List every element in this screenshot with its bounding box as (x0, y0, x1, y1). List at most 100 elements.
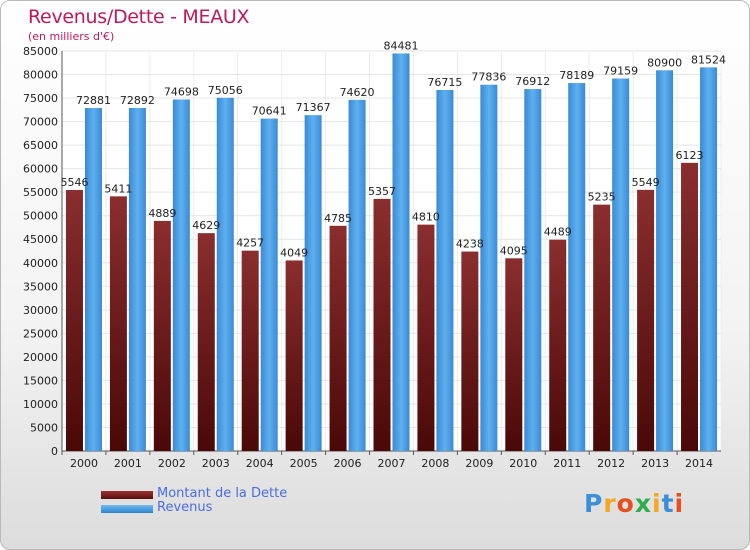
bar-revenue-2004 (260, 118, 278, 451)
bar-revenue-2007 (392, 53, 410, 451)
data-label-debt-2007: 5357 (368, 185, 396, 198)
data-label-debt-2000: 5546 (60, 176, 88, 189)
data-label-debt-2001: 5411 (104, 182, 132, 195)
bar-revenue-2012 (612, 78, 630, 451)
y-tick-label: 10000 (23, 398, 58, 411)
x-tick-label: 2013 (641, 457, 669, 470)
y-tick-label: 5000 (30, 421, 58, 434)
bar-revenue-2014 (700, 67, 718, 451)
y-tick-label: 80000 (23, 69, 58, 82)
y-tick-label: 50000 (23, 210, 58, 223)
x-tick-label: 2003 (202, 457, 230, 470)
bar-debt-2004 (241, 250, 259, 451)
bar-revenue-2013 (656, 70, 674, 451)
bar-revenue-2001 (128, 107, 146, 451)
logo-letter: i (674, 489, 685, 518)
bar-debt-2002 (153, 220, 171, 451)
bar-debt-2009 (461, 251, 479, 451)
data-label-revenue-2013: 80900 (647, 56, 682, 69)
x-tick-label: 2000 (70, 457, 98, 470)
bar-debt-2010 (505, 258, 523, 451)
x-tick-label: 2008 (421, 457, 449, 470)
data-label-debt-2002: 4889 (148, 207, 176, 220)
data-label-revenue-2003: 75056 (208, 84, 243, 97)
chart-title: Revenus/Dette - MEAUX (28, 6, 250, 28)
data-label-debt-2006: 4785 (324, 212, 352, 225)
data-label-debt-2013: 5549 (632, 176, 660, 189)
x-tick-label: 2004 (246, 457, 274, 470)
bar-debt-2006 (329, 225, 347, 451)
legend-swatch-debt (101, 491, 153, 499)
logo-letter: o (616, 489, 635, 518)
y-tick-label: 55000 (23, 186, 58, 199)
bar-revenue-2010 (524, 89, 542, 451)
data-label-debt-2014: 6123 (676, 149, 704, 162)
bar-debt-2012 (593, 204, 611, 451)
y-tick-label: 30000 (23, 304, 58, 317)
bar-revenue-2000 (84, 108, 102, 452)
chart-subtitle: (en milliers d'€) (28, 30, 115, 43)
bar-debt-2013 (637, 189, 655, 451)
x-tick-label: 2009 (465, 457, 493, 470)
logo-letter: t (661, 489, 675, 518)
bar-revenue-2011 (568, 83, 586, 452)
bar-revenue-2009 (480, 84, 498, 451)
data-label-revenue-2009: 77836 (471, 71, 506, 84)
data-label-debt-2003: 4629 (192, 219, 220, 232)
data-label-revenue-2005: 71367 (296, 101, 331, 114)
logo-letter: r (603, 489, 617, 518)
y-tick-label: 45000 (23, 233, 58, 246)
legend-label-debt: Montant de la Dette (157, 486, 288, 501)
data-label-revenue-2002: 74698 (164, 85, 199, 98)
data-label-revenue-2001: 72892 (120, 94, 155, 107)
logo-letter: P (584, 489, 604, 518)
bar-debt-2005 (285, 260, 303, 451)
x-tick-label: 2001 (114, 457, 142, 470)
x-tick-label: 2005 (290, 457, 318, 470)
bar-debt-2007 (373, 198, 391, 451)
data-label-debt-2009: 4238 (456, 238, 484, 251)
bar-revenue-2008 (436, 89, 454, 452)
y-tick-label: 15000 (23, 374, 58, 387)
y-tick-label: 40000 (23, 257, 58, 270)
x-tick-label: 2006 (334, 457, 362, 470)
x-tick-label: 2010 (509, 457, 537, 470)
data-label-revenue-2007: 84481 (384, 39, 419, 52)
data-label-debt-2012: 5235 (588, 191, 616, 204)
bar-debt-2011 (549, 239, 567, 451)
x-tick-label: 2014 (685, 457, 713, 470)
y-tick-label: 35000 (23, 280, 58, 293)
data-label-revenue-2006: 74620 (340, 86, 375, 99)
x-tick-label: 2002 (158, 457, 186, 470)
bar-debt-2003 (197, 233, 215, 451)
y-tick-label: 65000 (23, 139, 58, 152)
bar-debt-2000 (65, 189, 83, 451)
proxiti-logo: Proxiti (584, 489, 684, 518)
y-tick-label: 70000 (23, 116, 58, 129)
y-tick-label: 75000 (23, 92, 58, 105)
data-label-revenue-2004: 70641 (252, 105, 287, 118)
data-label-debt-2004: 4257 (236, 237, 264, 250)
y-tick-label: 25000 (23, 327, 58, 340)
y-tick-label: 0 (51, 445, 58, 458)
x-tick-label: 2011 (553, 457, 581, 470)
legend-swatch-revenue (101, 505, 153, 513)
data-label-revenue-2014: 81524 (691, 53, 726, 66)
data-label-debt-2005: 4049 (280, 246, 308, 259)
data-label-debt-2010: 4095 (500, 244, 528, 257)
data-label-revenue-2012: 79159 (603, 64, 638, 77)
y-tick-label: 85000 (23, 45, 58, 58)
legend-label-revenue: Revenus (157, 500, 213, 515)
data-label-revenue-2008: 76715 (427, 76, 462, 89)
data-label-revenue-2010: 76912 (515, 75, 550, 88)
bar-revenue-2005 (304, 115, 322, 451)
data-label-revenue-2011: 78189 (559, 69, 594, 82)
logo-letter: x (634, 489, 652, 518)
bar-revenue-2002 (172, 99, 190, 451)
bar-debt-2001 (109, 196, 127, 451)
bar-revenue-2006 (348, 99, 366, 452)
data-label-revenue-2000: 72881 (76, 94, 111, 107)
plot-area (62, 51, 721, 451)
